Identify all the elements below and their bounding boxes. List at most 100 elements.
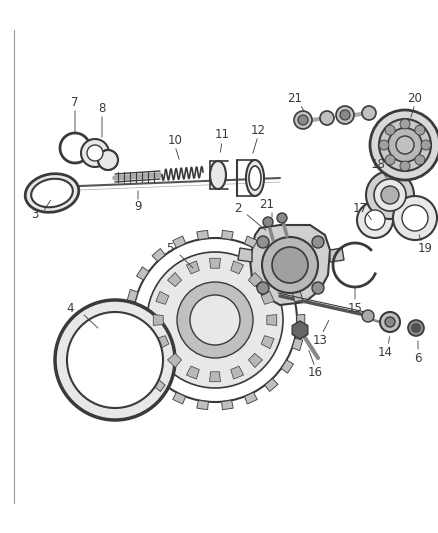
- Polygon shape: [173, 236, 186, 248]
- Text: 5: 5: [166, 241, 174, 254]
- Polygon shape: [292, 289, 303, 302]
- Text: 9: 9: [134, 200, 142, 214]
- Polygon shape: [292, 321, 308, 339]
- Polygon shape: [265, 248, 278, 261]
- Circle shape: [374, 179, 406, 211]
- Circle shape: [381, 186, 399, 204]
- Polygon shape: [127, 338, 138, 351]
- Circle shape: [177, 282, 253, 358]
- Text: 21: 21: [287, 92, 303, 104]
- Polygon shape: [152, 378, 165, 392]
- Polygon shape: [261, 292, 274, 304]
- Text: 14: 14: [378, 345, 392, 359]
- Circle shape: [257, 282, 269, 294]
- Circle shape: [163, 268, 267, 372]
- Polygon shape: [167, 353, 182, 367]
- Circle shape: [190, 295, 240, 345]
- Circle shape: [312, 236, 324, 248]
- Circle shape: [366, 171, 414, 219]
- Polygon shape: [250, 225, 330, 305]
- Polygon shape: [127, 289, 138, 302]
- Circle shape: [312, 282, 324, 294]
- Circle shape: [385, 317, 395, 327]
- Circle shape: [402, 205, 428, 231]
- Polygon shape: [210, 372, 220, 382]
- Circle shape: [408, 320, 424, 336]
- Polygon shape: [156, 292, 169, 304]
- Circle shape: [263, 217, 273, 227]
- Polygon shape: [222, 230, 233, 240]
- Circle shape: [298, 115, 308, 125]
- Circle shape: [357, 202, 393, 238]
- Polygon shape: [125, 314, 133, 326]
- Text: 8: 8: [98, 101, 106, 115]
- Circle shape: [336, 106, 354, 124]
- Polygon shape: [222, 400, 233, 410]
- Circle shape: [400, 161, 410, 171]
- Text: 13: 13: [313, 334, 328, 346]
- Circle shape: [415, 155, 425, 165]
- Polygon shape: [292, 338, 303, 351]
- Circle shape: [362, 310, 374, 322]
- Polygon shape: [167, 272, 182, 287]
- Circle shape: [400, 119, 410, 129]
- Circle shape: [415, 125, 425, 135]
- Polygon shape: [265, 378, 278, 392]
- Polygon shape: [248, 353, 262, 367]
- Circle shape: [262, 237, 318, 293]
- Circle shape: [81, 139, 109, 167]
- Polygon shape: [152, 248, 165, 261]
- Polygon shape: [281, 267, 293, 280]
- Polygon shape: [238, 248, 252, 262]
- Circle shape: [380, 312, 400, 332]
- Circle shape: [379, 140, 389, 150]
- Ellipse shape: [31, 179, 73, 207]
- Polygon shape: [261, 336, 274, 349]
- Circle shape: [272, 247, 308, 283]
- Text: 20: 20: [408, 92, 422, 104]
- Polygon shape: [210, 258, 220, 268]
- Text: 15: 15: [348, 302, 362, 314]
- Circle shape: [421, 140, 431, 150]
- Circle shape: [396, 136, 414, 154]
- Polygon shape: [244, 392, 257, 404]
- Polygon shape: [173, 392, 186, 404]
- Text: 2: 2: [234, 201, 242, 214]
- Circle shape: [385, 155, 395, 165]
- Ellipse shape: [210, 161, 226, 189]
- Polygon shape: [297, 314, 305, 326]
- Polygon shape: [187, 261, 199, 274]
- Text: 17: 17: [353, 201, 367, 214]
- Polygon shape: [197, 400, 208, 410]
- Text: 11: 11: [215, 128, 230, 141]
- Ellipse shape: [246, 160, 264, 196]
- Circle shape: [67, 312, 163, 408]
- Circle shape: [340, 110, 350, 120]
- Text: 21: 21: [259, 198, 275, 212]
- Text: 18: 18: [371, 158, 385, 172]
- Ellipse shape: [249, 166, 261, 190]
- Polygon shape: [281, 360, 293, 373]
- Polygon shape: [153, 314, 163, 326]
- Polygon shape: [231, 261, 244, 274]
- Circle shape: [388, 128, 422, 162]
- Polygon shape: [137, 360, 149, 373]
- Text: 19: 19: [417, 241, 432, 254]
- Circle shape: [365, 210, 385, 230]
- Circle shape: [98, 150, 118, 170]
- Circle shape: [147, 252, 283, 388]
- Circle shape: [362, 106, 376, 120]
- Circle shape: [277, 213, 287, 223]
- Text: 3: 3: [31, 208, 39, 222]
- Polygon shape: [231, 366, 244, 379]
- Polygon shape: [248, 272, 262, 287]
- Text: 7: 7: [71, 95, 79, 109]
- Polygon shape: [330, 248, 344, 262]
- Circle shape: [320, 111, 334, 125]
- Text: 6: 6: [414, 351, 422, 365]
- Circle shape: [379, 119, 431, 171]
- Circle shape: [257, 236, 269, 248]
- Circle shape: [412, 324, 420, 332]
- Polygon shape: [197, 230, 208, 240]
- Polygon shape: [267, 314, 277, 326]
